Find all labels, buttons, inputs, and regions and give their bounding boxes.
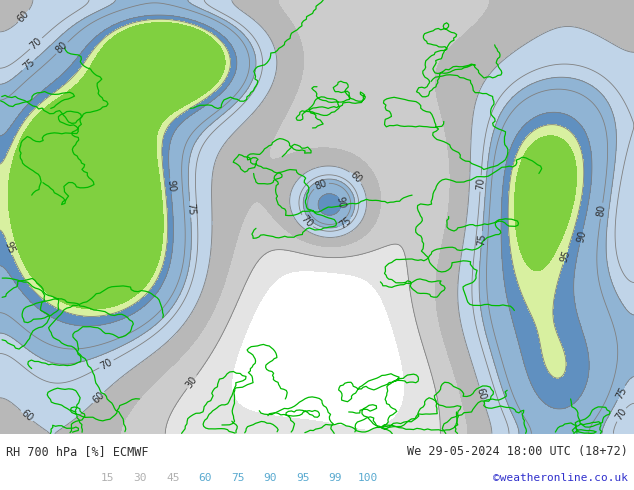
Text: 30: 30 [184, 374, 200, 390]
Text: 95: 95 [3, 240, 16, 255]
Text: We 29-05-2024 18:00 UTC (18+72): We 29-05-2024 18:00 UTC (18+72) [407, 445, 628, 458]
Text: 70: 70 [475, 177, 486, 190]
Text: 80: 80 [313, 178, 328, 192]
Text: 75: 75 [337, 215, 353, 231]
Text: 60: 60 [16, 8, 32, 24]
Text: 80: 80 [54, 40, 70, 56]
Text: 75: 75 [20, 57, 37, 73]
Text: 99: 99 [328, 472, 342, 483]
Text: 75: 75 [476, 233, 488, 246]
Text: 90: 90 [165, 180, 176, 193]
Text: 60: 60 [348, 170, 364, 185]
Text: 15: 15 [101, 472, 115, 483]
Text: 70: 70 [28, 36, 44, 51]
Text: 60: 60 [91, 390, 107, 405]
Text: 80: 80 [596, 204, 607, 218]
Text: 70: 70 [99, 357, 114, 371]
Text: 60: 60 [475, 387, 488, 401]
Text: 100: 100 [358, 472, 378, 483]
Text: 95: 95 [559, 248, 573, 264]
Text: 60: 60 [198, 472, 212, 483]
Text: 70: 70 [299, 214, 314, 229]
Text: 90: 90 [264, 472, 277, 483]
Text: 95: 95 [296, 472, 309, 483]
Text: 90: 90 [334, 196, 347, 210]
Text: 60: 60 [19, 408, 35, 424]
Text: 75: 75 [185, 203, 196, 216]
Text: 45: 45 [166, 472, 179, 483]
Text: RH 700 hPa [%] ECMWF: RH 700 hPa [%] ECMWF [6, 445, 149, 458]
Text: 90: 90 [575, 229, 588, 244]
Text: 70: 70 [614, 407, 629, 422]
Text: 75: 75 [614, 385, 628, 401]
Text: 30: 30 [134, 472, 147, 483]
Text: 75: 75 [231, 472, 245, 483]
Text: ©weatheronline.co.uk: ©weatheronline.co.uk [493, 472, 628, 483]
